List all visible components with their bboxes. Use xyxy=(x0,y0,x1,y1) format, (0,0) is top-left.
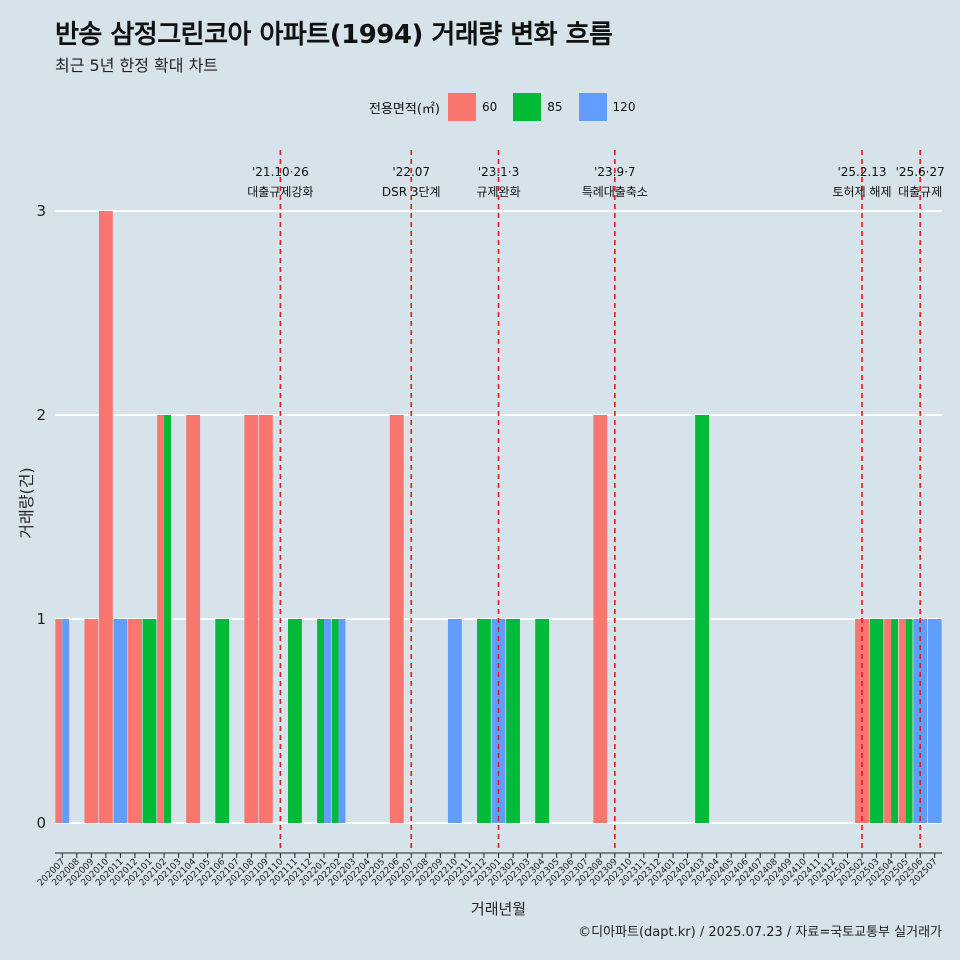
event-label-202502: 토허제 해제 xyxy=(833,185,892,199)
legend-swatch-120 xyxy=(578,93,607,121)
event-date-202506: '25.6·27 xyxy=(896,165,945,179)
bar-202504-60 xyxy=(884,619,892,823)
bar-202109-60 xyxy=(258,415,273,823)
bar-202102-85 xyxy=(164,415,171,823)
y-tick-label: 3 xyxy=(36,202,46,220)
event-date-202207: '22.07 xyxy=(392,165,430,179)
bar-202101-85 xyxy=(142,619,157,823)
legend-label-120: 120 xyxy=(612,100,636,114)
bar-202102-60 xyxy=(157,415,165,823)
legend-title: 전용면적(㎡) xyxy=(369,101,440,117)
legend-item-60: 60 xyxy=(447,93,498,121)
y-tick-label: 0 xyxy=(36,814,46,832)
bar-202302-85 xyxy=(506,619,520,823)
y-axis-title: 거래량(건) xyxy=(17,467,36,538)
bar-202308-60 xyxy=(593,415,608,823)
bar-202011-120 xyxy=(113,619,128,823)
event-label-202309: 특례대출축소 xyxy=(582,185,648,199)
legend-item-120: 120 xyxy=(578,93,636,121)
bar-202507-120 xyxy=(927,619,942,823)
bar-202505-60 xyxy=(898,619,906,823)
bar-202503-85 xyxy=(869,619,884,823)
legend-item-85: 85 xyxy=(513,93,563,121)
bar-202212-85 xyxy=(477,619,491,823)
legend-label-85: 85 xyxy=(547,100,563,114)
bar-202403-85 xyxy=(695,415,709,823)
bar-202304-85 xyxy=(535,619,550,823)
chart-title: 반송 삼정그린코아 아파트(1994) 거래량 변화 흐름 xyxy=(55,20,613,50)
bar-202010-60 xyxy=(98,211,113,823)
legend: 전용면적(㎡) 60 85 120 xyxy=(369,93,651,121)
event-label-202301: 규제완화 xyxy=(476,185,520,199)
x-axis-title: 거래년월 xyxy=(471,900,526,918)
event-date-202309: '23.9·7 xyxy=(594,165,635,179)
event-label-202207: DSR 3단계 xyxy=(382,185,441,199)
bar-202009-60 xyxy=(84,619,99,823)
event-date-202301: '23.1·3 xyxy=(478,165,519,179)
y-tick-label: 2 xyxy=(36,406,46,424)
bar-202104-60 xyxy=(186,415,201,823)
event-date-202502: '25.2.13 xyxy=(837,165,886,179)
bar-202111-85 xyxy=(288,619,302,823)
chart-caption: ©디아파트(dapt.kr) / 2025.07.23 / 자료=국토교통부 실… xyxy=(578,925,942,940)
legend-label-60: 60 xyxy=(481,100,498,114)
event-label-202506: 대출규제 xyxy=(898,185,942,199)
y-tick-label: 1 xyxy=(36,610,46,628)
chart-subtitle: 최근 5년 한정 확대 차트 xyxy=(55,56,219,75)
bar-202108-60 xyxy=(244,415,259,823)
bar-202012-60 xyxy=(128,619,142,823)
event-label-202110: 대출규제강화 xyxy=(247,185,313,199)
bar-202201-120 xyxy=(324,619,331,823)
legend-swatch-85 xyxy=(513,93,542,121)
bar-202007-60 xyxy=(55,619,63,823)
legend-swatch-60 xyxy=(447,93,476,121)
bar-202202-85 xyxy=(331,619,339,823)
bar-202505-85 xyxy=(905,619,913,823)
bar-202106-85 xyxy=(215,619,230,823)
bar-202007-120 xyxy=(62,619,70,823)
bar-202202-120 xyxy=(338,619,346,823)
bar-202201-85 xyxy=(317,619,325,823)
bar-202504-85 xyxy=(891,619,899,823)
bar-202206-60 xyxy=(389,415,404,823)
event-date-202110: '21.10·26 xyxy=(252,165,309,179)
bar-202210-120 xyxy=(447,619,462,823)
